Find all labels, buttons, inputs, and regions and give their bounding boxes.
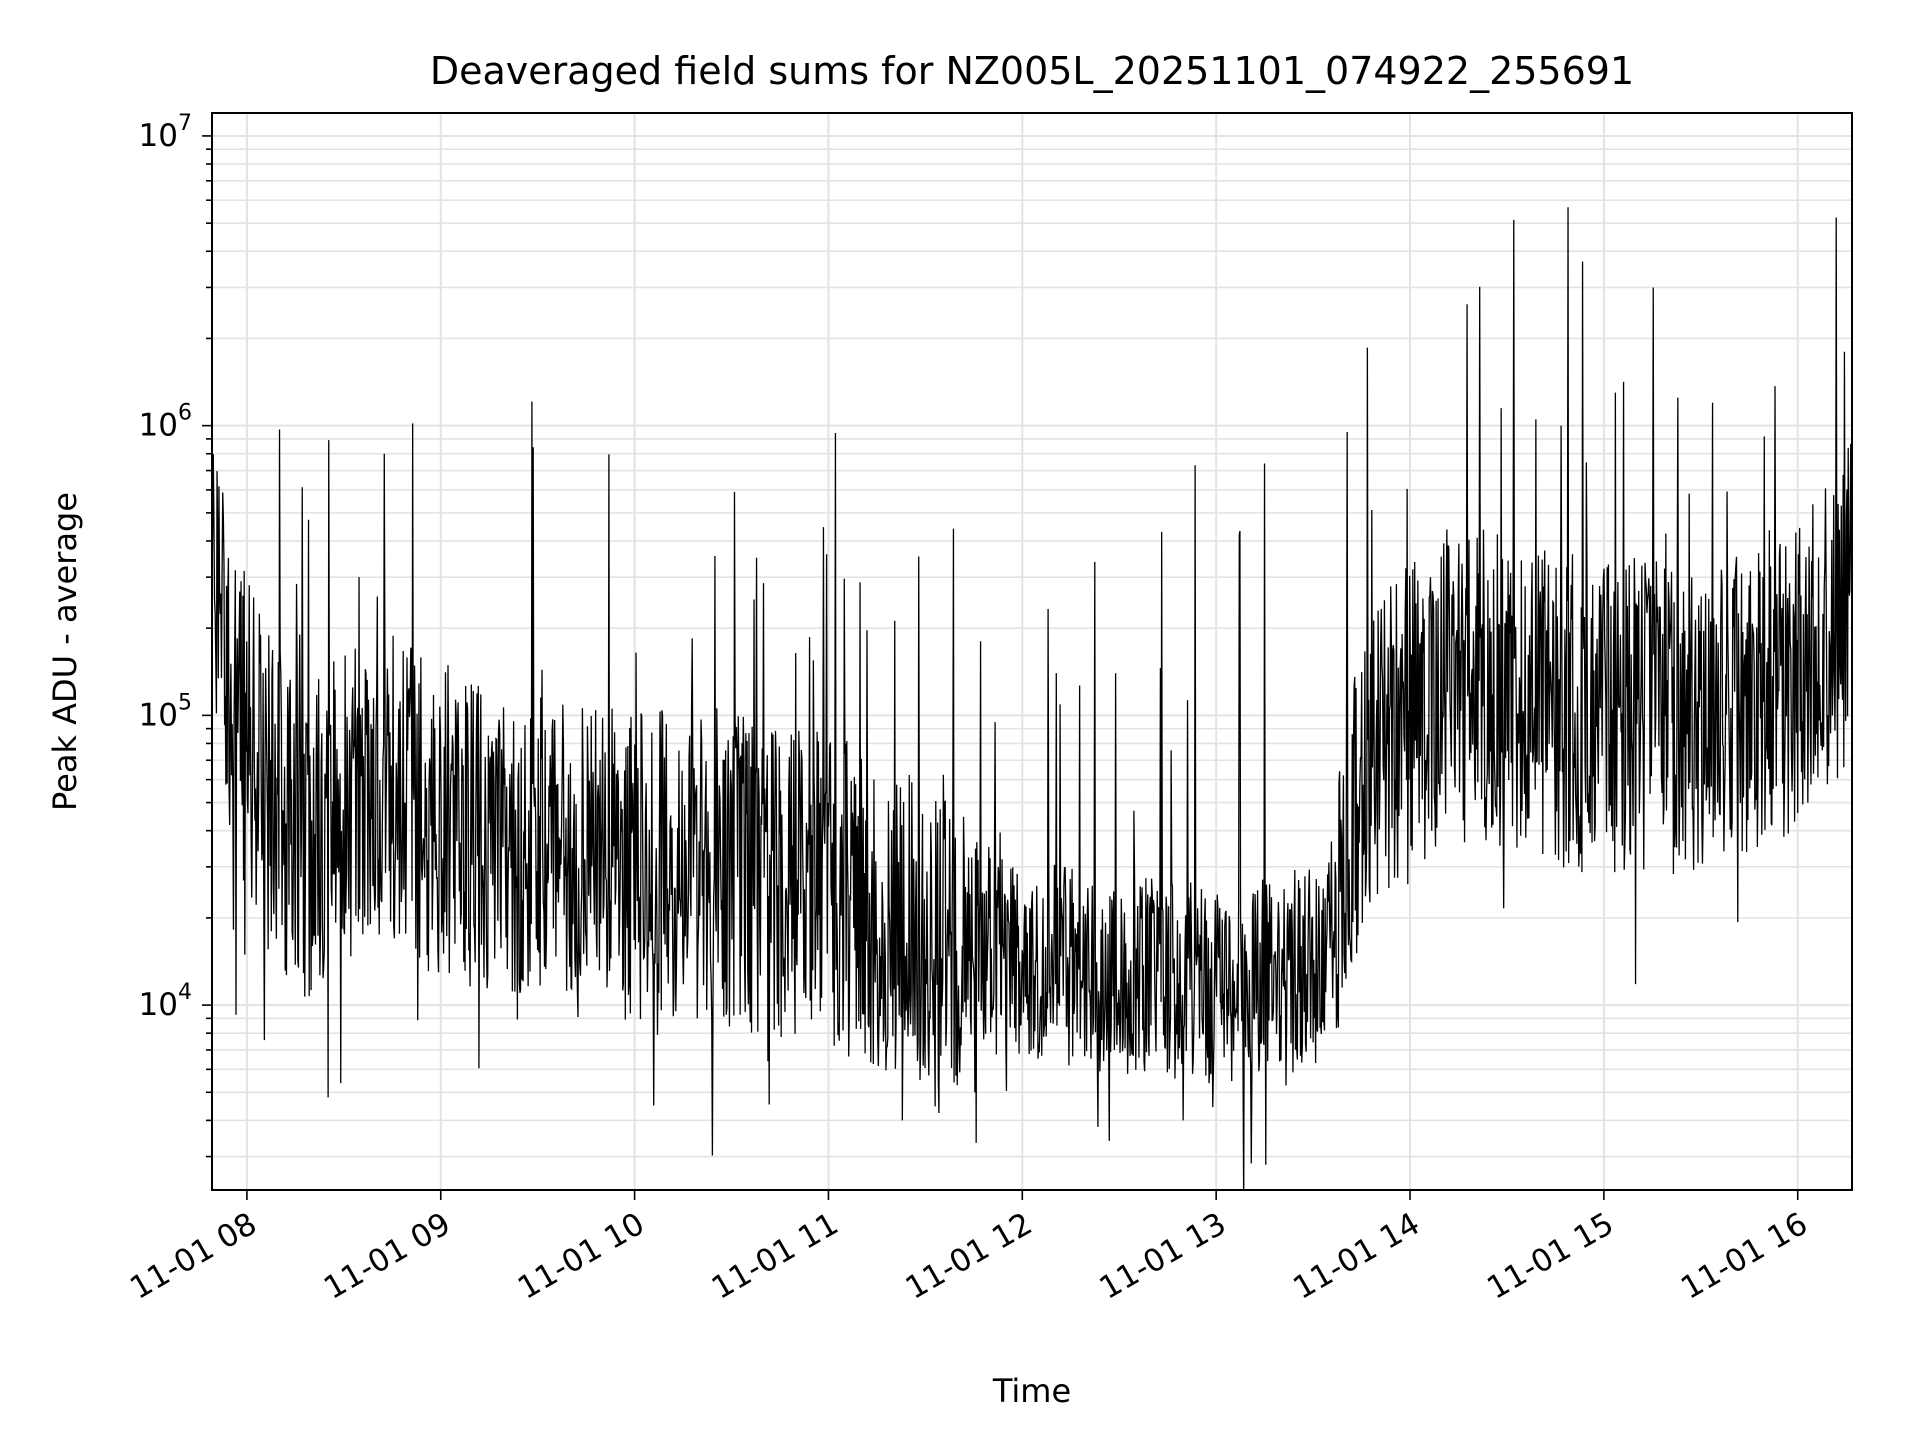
y-axis-title: Peak ADU - average <box>46 492 84 811</box>
y-tick-label: 107 <box>139 111 192 154</box>
plot-frame <box>211 112 1853 1191</box>
y-tick-label: 106 <box>139 401 192 444</box>
series-layer <box>212 207 1852 1190</box>
y-tick-label: 104 <box>139 980 192 1023</box>
y-tick-label: 105 <box>139 690 192 733</box>
chart-title: Deaveraged field sums for NZ005L_2025110… <box>430 49 1634 93</box>
x-axis-title: Time <box>992 1372 1071 1410</box>
series-line <box>212 207 1852 1190</box>
